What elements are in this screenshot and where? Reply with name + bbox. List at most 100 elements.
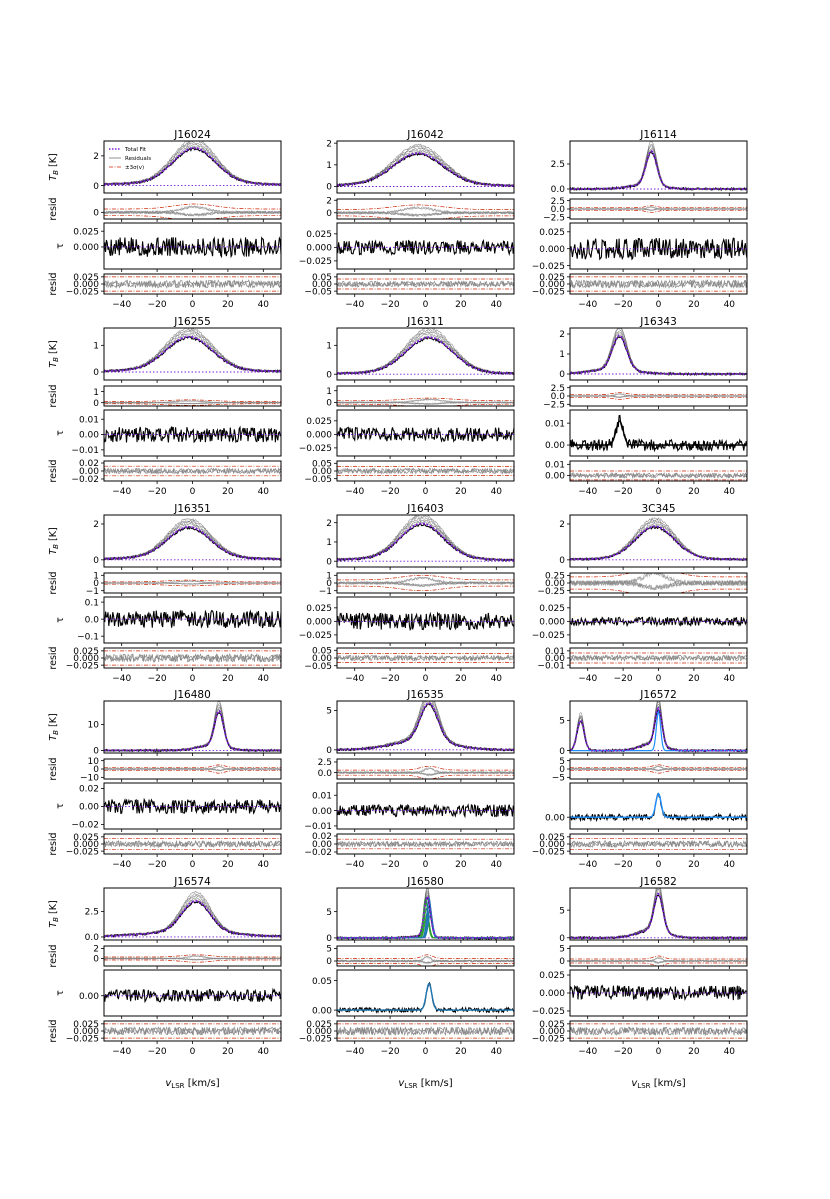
x-tick-label: 40	[491, 674, 503, 684]
tau-spectrum-line	[104, 609, 281, 629]
y-tick-label: 0.00	[312, 807, 332, 817]
y-tick-label: −0.025	[299, 1034, 332, 1044]
tb-spectrum-line	[570, 888, 747, 940]
x-axis-label: vLSR [km/s]	[631, 1078, 685, 1090]
tb_resid-subplot: 0 resid	[48, 197, 282, 222]
axes-frame	[336, 273, 515, 295]
y-tick-label: 0.25	[545, 572, 565, 582]
sigma-line	[104, 764, 281, 768]
tb-axis-label: TB [K]	[48, 340, 60, 367]
sigma-line	[104, 399, 281, 402]
y-tick-label: −0.025	[532, 631, 565, 641]
y-tick-label: −0.025	[66, 661, 99, 671]
y-tick-label: 1	[93, 342, 99, 352]
x-tick-label: −20	[614, 300, 633, 310]
total-fit-line	[570, 706, 747, 752]
panel-title: J16535	[406, 689, 444, 701]
tb_resid-axis-label: resid	[48, 757, 59, 780]
tb-spectrum-line	[104, 898, 281, 938]
sigma-line	[570, 396, 747, 400]
y-tick-label: 2	[93, 152, 99, 162]
panel-title: J16580	[406, 876, 444, 888]
sigma-line	[104, 215, 281, 219]
x-tick-label: −40	[112, 860, 131, 870]
tb-spectrum-line	[337, 515, 514, 562]
panel-title: J16351	[173, 503, 211, 515]
tau-spectrum-line	[337, 426, 514, 443]
tau-fit-line	[570, 420, 747, 446]
x-tick-label: 40	[491, 300, 503, 310]
x-tick-label: 20	[455, 487, 467, 497]
tb-subplot: 0 1 2	[326, 139, 515, 196]
tb-axis-label: TB [K]	[48, 900, 60, 927]
y-tick-label: 0.01	[312, 791, 332, 801]
y-tick-label: 0.000	[306, 1027, 332, 1037]
x-tick-label: 20	[688, 674, 700, 684]
y-tick-label: −1	[86, 587, 99, 597]
y-tick-label: 0	[326, 934, 332, 944]
y-tick-label: 0.000	[73, 654, 99, 664]
axes-frame	[569, 782, 748, 830]
y-tick-label: 0.02	[79, 785, 99, 795]
x-tick-label: 20	[688, 300, 700, 310]
y-tick-label: 5	[559, 945, 565, 955]
y-tick-label: 0.0	[85, 615, 100, 625]
x-tick-label: −40	[578, 674, 597, 684]
sigma-line	[337, 215, 514, 219]
y-tick-label: 0.0	[318, 769, 333, 779]
x-tick-label: 0	[656, 487, 662, 497]
y-tick-label: 0.00	[79, 803, 99, 813]
tb_resid-subplot: 01 resid	[48, 384, 282, 409]
tb_resid-subplot: 05	[326, 945, 515, 969]
tau-subplot: −0.025 0.000 0.025	[299, 409, 515, 459]
residual-line	[570, 654, 747, 662]
x-tick-label: −40	[345, 300, 364, 310]
axes-frame	[569, 327, 748, 381]
tau_resid-axis-label: resid	[48, 1019, 59, 1042]
panel-J16114: J161140.02.5−2.50.02.5−0.0250.0000.025−0…	[532, 129, 748, 310]
total-fit-line	[104, 709, 281, 752]
tb-spectrum-line	[570, 888, 747, 940]
tau-subplot: 0.000 0.025 τ	[55, 222, 282, 272]
y-tick-label: −0.025	[66, 287, 99, 297]
sigma-line	[570, 392, 747, 396]
tau-axis-label: τ	[55, 430, 66, 436]
tb-subplot: 01	[326, 327, 515, 383]
y-tick-label: 0.000	[73, 280, 99, 290]
y-tick-label: 0	[326, 746, 332, 756]
x-axis-label: vLSR [km/s]	[398, 1078, 452, 1090]
x-tick-label: 0	[423, 674, 429, 684]
x-tick-label: 40	[258, 487, 270, 497]
residual-line	[570, 1026, 747, 1037]
x-tick-label: 0	[656, 674, 662, 684]
y-tick-label: 0	[559, 765, 565, 775]
residual-line	[337, 580, 514, 587]
tb-spectrum-line	[104, 703, 281, 753]
tau-subplot: 0.00 τ	[55, 969, 282, 1019]
tb_resid-subplot: 01	[326, 385, 515, 409]
y-tick-label: 0.000	[539, 989, 565, 999]
x-tick-label: 40	[258, 1047, 270, 1057]
tau-spectrum-line	[570, 984, 747, 1002]
tau_resid-axis-label: resid	[48, 459, 59, 482]
x-tick-label: 20	[455, 1047, 467, 1057]
residual-line	[570, 579, 747, 591]
tau_resid-subplot: −0.050.000.05 −40 −20 0 20 40	[304, 460, 515, 497]
tb-spectrum-line	[104, 896, 281, 938]
panel-title: J16343	[639, 316, 677, 328]
sigma-line	[337, 954, 514, 959]
residual-line	[337, 770, 514, 777]
tb-spectrum-line	[104, 893, 281, 938]
tau-spectrum-line	[337, 611, 514, 632]
y-tick-label: 0	[93, 209, 99, 219]
y-tick-label: 0	[326, 957, 332, 967]
x-tick-label: −20	[148, 674, 167, 684]
tb-axis-label: TB [K]	[48, 153, 60, 180]
tau_resid-subplot: −0.020.000.02 −40 −20 0 20 40 resid	[48, 459, 282, 497]
tau-subplot: −0.01 0.00 0.01	[304, 782, 515, 832]
tb-spectrum-line	[104, 519, 281, 561]
axes-frame	[336, 700, 515, 754]
